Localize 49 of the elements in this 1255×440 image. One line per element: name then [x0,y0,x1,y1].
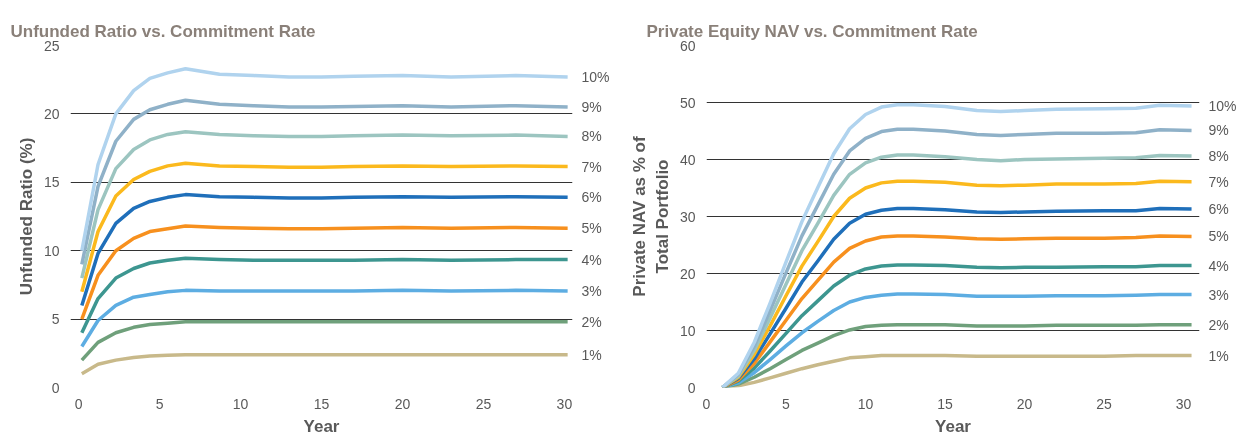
series-label: 2% [1208,316,1229,333]
y-axis-title: Unfunded Ratio (%) [16,137,36,296]
series-label: 9% [1208,122,1229,139]
x-axis-title: Year [935,416,972,436]
y-tick-label: 50 [679,94,696,111]
x-tick-label: 20 [1016,395,1033,412]
x-tick-label: 10 [232,395,249,412]
y-tick-label: 0 [687,379,696,396]
y-tick-label: 30 [679,208,696,225]
x-tick-label: 15 [313,395,330,412]
series-label: 6% [1208,201,1229,218]
series-label: 4% [581,251,602,268]
x-tick-label: 10 [857,395,874,412]
series-label: 1% [1208,347,1229,364]
y-tick-label: 20 [679,265,696,282]
y-tick-label: 20 [43,105,60,122]
y-tick-label: 40 [679,151,696,168]
y-tick-label: 10 [43,242,60,259]
x-tick-label: 25 [475,395,492,412]
series-label: 8% [581,128,602,145]
y-axis-title: Private NAV as % of Total Portfolio [630,136,672,297]
x-tick-label: 30 [1175,395,1192,412]
x-axis-title: Year [303,416,340,436]
x-tick-label: 20 [394,395,411,412]
series-label: 5% [1208,228,1229,245]
y-tick-label: 0 [51,379,60,396]
series-label: 9% [581,99,602,116]
x-tick-label: 15 [937,395,954,412]
series-label: 5% [581,220,602,237]
series-label: 6% [581,189,602,206]
series-label: 4% [1208,257,1229,274]
y-tick-label: 5 [51,311,60,328]
x-tick-label: 30 [556,395,573,412]
x-tick-label: 25 [1096,395,1113,412]
series-label: 7% [1208,173,1229,190]
x-tick-label: 5 [782,395,791,412]
x-tick-label: 5 [155,395,164,412]
series-label: 3% [581,283,602,300]
x-tick-label: 0 [74,395,83,412]
y-tick-label: 15 [43,174,60,191]
series-label: 3% [1208,286,1229,303]
series-label: 2% [581,313,602,330]
series-label: 1% [581,346,602,363]
y-tick-label: 10 [679,322,696,339]
series-label: 10% [1208,97,1237,114]
x-tick-label: 0 [702,395,711,412]
series-label: 7% [581,158,602,175]
series-label: 10% [581,68,610,85]
series-label: 8% [1208,148,1229,165]
